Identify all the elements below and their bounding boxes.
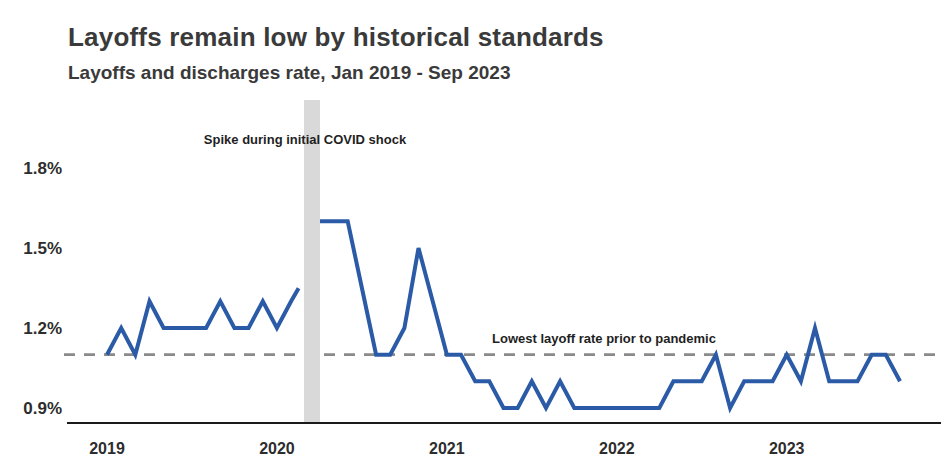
x-tick-label: 2020 — [259, 440, 295, 457]
x-tick-label: 2021 — [429, 440, 465, 457]
layoffs-trend-line — [107, 288, 299, 354]
x-tick-label: 2023 — [769, 440, 805, 457]
chart-card: Layoffs remain low by historical standar… — [0, 0, 945, 471]
y-tick-label: 1.8% — [23, 159, 62, 178]
y-tick-label: 1.2% — [23, 319, 62, 338]
y-tick-label: 0.9% — [23, 399, 62, 418]
covid-band — [304, 100, 320, 422]
x-tick-label: 2019 — [89, 440, 125, 457]
plot-area: 1.8% 1.5% 1.2% 0.9% 2019 2020 2021 2022 2023 — [0, 0, 945, 471]
layoffs-trend-line — [320, 221, 900, 408]
annotation-covid-spike-label: Spike during initial COVID shock — [204, 132, 406, 147]
y-tick-label: 1.5% — [23, 239, 62, 258]
annotation-lowest-rate-label: Lowest layoff rate prior to pandemic — [492, 331, 716, 346]
x-tick-label: 2022 — [599, 440, 635, 457]
